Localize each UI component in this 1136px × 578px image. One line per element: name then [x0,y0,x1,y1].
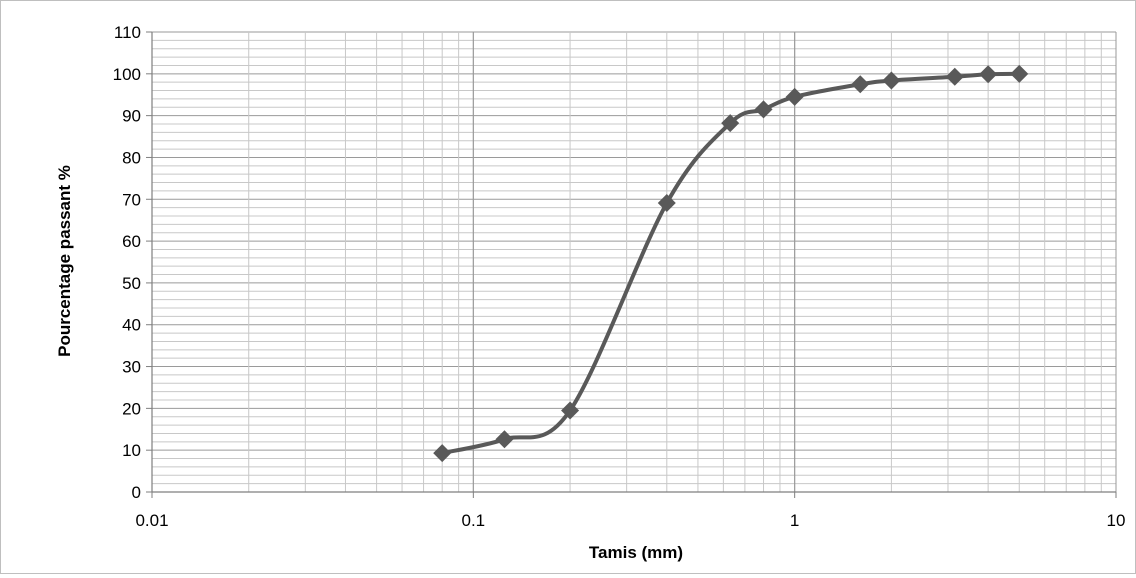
x-axis-tick-labels: 0.01 0.1 1 10 [135,492,1125,530]
x-axis-title: Tamis (mm) [589,543,683,562]
y-tick-label: 110 [114,23,141,42]
data-point-diamond-marker [657,194,676,213]
data-series [433,64,1029,463]
data-point-diamond-marker [882,71,901,90]
x-tick-label: 10 [1107,511,1126,530]
y-tick-label: 50 [122,274,141,293]
data-point-diamond-marker [721,114,740,133]
y-tick-label: 70 [122,190,141,209]
data-point-diamond-marker [945,67,964,86]
y-tick-label: 20 [122,399,141,418]
data-point-diamond-marker [851,75,870,94]
y-tick-label: 0 [132,483,141,502]
data-point-diamond-marker [495,430,514,449]
data-point-diamond-marker [979,65,998,84]
data-point-diamond-marker [561,401,580,420]
y-tick-label: 60 [122,232,141,251]
data-point-diamond-marker [754,100,773,119]
data-point-diamond-marker [433,444,452,463]
y-tick-label: 40 [122,316,141,335]
y-axis-tick-labels: 0 10 20 30 40 50 60 70 80 90 100 110 [113,23,152,502]
x-tick-label: 0.01 [135,511,168,530]
gridlines [151,31,1117,493]
y-tick-label: 10 [122,441,141,460]
axes [151,32,1116,493]
y-tick-label: 30 [122,358,141,377]
x-tick-label: 0.1 [462,511,486,530]
x-tick-label: 1 [790,511,799,530]
data-point-diamond-marker [785,87,804,106]
data-point-diamond-marker [1010,64,1029,83]
y-axis-title: Pourcentage passant % [55,165,74,357]
y-tick-label: 100 [113,65,141,84]
y-tick-label: 80 [122,148,141,167]
y-tick-label: 90 [122,107,141,126]
